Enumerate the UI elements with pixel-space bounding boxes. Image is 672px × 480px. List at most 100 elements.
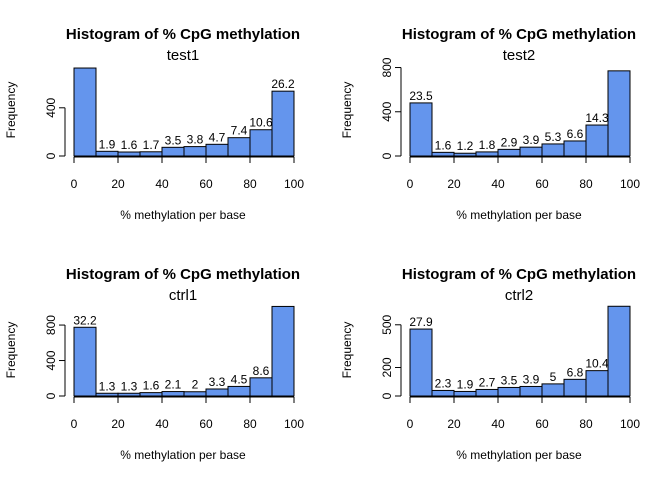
histogram-bar	[161, 391, 185, 397]
y-tick-label: 0	[44, 152, 58, 159]
bar-percent-label: 8.6	[253, 364, 270, 378]
histogram-bar	[409, 328, 433, 397]
histogram-bar	[117, 151, 141, 157]
histogram-bar	[585, 124, 609, 157]
histogram-bar	[475, 388, 499, 397]
histogram-panel-test1: Histogram of % CpG methylation test1 Fre…	[4, 26, 304, 222]
histogram-bar	[453, 390, 477, 397]
bar-percent-label: 32.2	[73, 313, 97, 327]
x-tick-label: 60	[535, 177, 549, 191]
histogram-bar	[585, 370, 609, 397]
bar-percent-label: 3.9	[523, 372, 540, 386]
histogram-bar	[205, 143, 229, 157]
bar-percent-label: 3.5	[165, 133, 182, 147]
bar-percent-label: 1.6	[121, 138, 138, 152]
histogram-bar	[475, 151, 499, 157]
bar-percent-label: 14.3	[585, 111, 609, 125]
y-tick-label: 500	[380, 314, 394, 334]
y-tick-label: 800	[44, 315, 58, 335]
y-axis-label: Frequency	[4, 82, 18, 139]
histogram-bar	[519, 385, 543, 397]
bar-percent-label: 5	[550, 370, 557, 384]
bar-percent-label: 10.4	[585, 357, 609, 371]
bars-group	[409, 70, 631, 157]
x-tick-label: 60	[199, 417, 213, 431]
x-axis: 0 20 40 60 80 100	[407, 396, 640, 431]
x-tick-label: 20	[447, 177, 461, 191]
histogram-bar	[161, 146, 185, 157]
histogram-bar	[431, 389, 455, 397]
x-tick-label: 20	[447, 417, 461, 431]
histogram-bar	[563, 140, 587, 157]
histogram-bar	[73, 326, 97, 397]
bar-labels-group: 1.9 1.6 1.7 3.5 3.8 4.7 7.410.6 26.2	[99, 77, 295, 152]
y-tick-label: 800	[380, 57, 394, 77]
x-tick-label: 40	[491, 177, 505, 191]
histogram-bar	[453, 152, 477, 157]
histogram-bar	[431, 151, 455, 157]
bar-percent-label: 6.6	[567, 127, 584, 141]
x-tick-label: 20	[111, 417, 125, 431]
x-tick-label: 20	[111, 177, 125, 191]
bar-percent-label: 4.7	[209, 130, 226, 144]
bar-percent-label: 27.9	[409, 315, 433, 329]
y-tick-label: 400	[44, 350, 58, 370]
bar-percent-label: 2.3	[435, 376, 452, 390]
histogram-bar	[409, 102, 433, 157]
y-tick-label: 400	[44, 97, 58, 117]
panel-title: Histogram of % CpG methylation	[402, 266, 636, 283]
y-tick-label: 0	[380, 152, 394, 159]
bar-percent-label: 7.4	[231, 124, 248, 138]
bar-percent-label: 5.3	[545, 130, 562, 144]
bar-percent-label: 1.9	[457, 377, 474, 391]
histogram-bar	[183, 391, 207, 397]
histogram-bar	[139, 151, 163, 157]
x-tick-label: 100	[620, 417, 640, 431]
histogram-bar	[541, 383, 565, 397]
bar-percent-label: 6.8	[567, 365, 584, 379]
histogram-bar	[183, 146, 207, 157]
x-axis: 0 20 40 60 80 100	[71, 396, 304, 431]
y-tick-label: 400	[380, 101, 394, 121]
x-tick-label: 80	[579, 417, 593, 431]
panel-title: Histogram of % CpG methylation	[66, 266, 300, 283]
bars-group	[73, 67, 295, 157]
histogram-panel-ctrl2: Histogram of % CpG methylation ctrl2 Fre…	[340, 266, 640, 462]
y-tick-label: 0	[44, 392, 58, 399]
panel-title: Histogram of % CpG methylation	[402, 26, 636, 43]
x-tick-label: 0	[407, 417, 414, 431]
histogram-bar	[73, 67, 97, 157]
x-tick-label: 80	[579, 177, 593, 191]
bars-group	[409, 305, 631, 397]
x-tick-label: 40	[155, 417, 169, 431]
panel-title: Histogram of % CpG methylation	[66, 26, 300, 43]
y-axis-label: Frequency	[4, 322, 18, 379]
bar-percent-label: 3.8	[187, 133, 204, 147]
x-tick-label: 60	[199, 177, 213, 191]
y-tick-label: 200	[380, 357, 394, 377]
histogram-bar	[227, 137, 251, 157]
histogram-bar	[497, 148, 521, 157]
histogram-bar	[497, 386, 521, 397]
y-tick-label: 0	[380, 392, 394, 399]
panel-subtitle: test2	[503, 47, 536, 64]
x-tick-label: 40	[491, 417, 505, 431]
bar-percent-label: 1.3	[99, 379, 116, 393]
histogram-bar	[271, 90, 295, 157]
histogram-bar	[95, 150, 119, 157]
y-axis: 0 400 800	[44, 315, 66, 399]
bar-percent-label: 2.7	[479, 375, 496, 389]
y-axis: 0 400 800	[380, 57, 402, 159]
x-tick-label: 100	[284, 177, 304, 191]
bar-percent-label: 1.8	[479, 138, 496, 152]
x-axis: 0 20 40 60 80 100	[71, 156, 304, 191]
bar-labels-group: 32.2 1.3 1.3 1.6 2.1 2 3.3 4.5 8.6	[73, 313, 269, 393]
histogram-bar	[519, 146, 543, 157]
histogram-bar	[249, 129, 273, 157]
histogram-bar	[95, 392, 119, 397]
panel-subtitle: ctrl2	[505, 287, 533, 304]
histogram-bar	[607, 70, 631, 157]
x-tick-label: 100	[284, 417, 304, 431]
y-axis: 0 400	[44, 97, 66, 159]
